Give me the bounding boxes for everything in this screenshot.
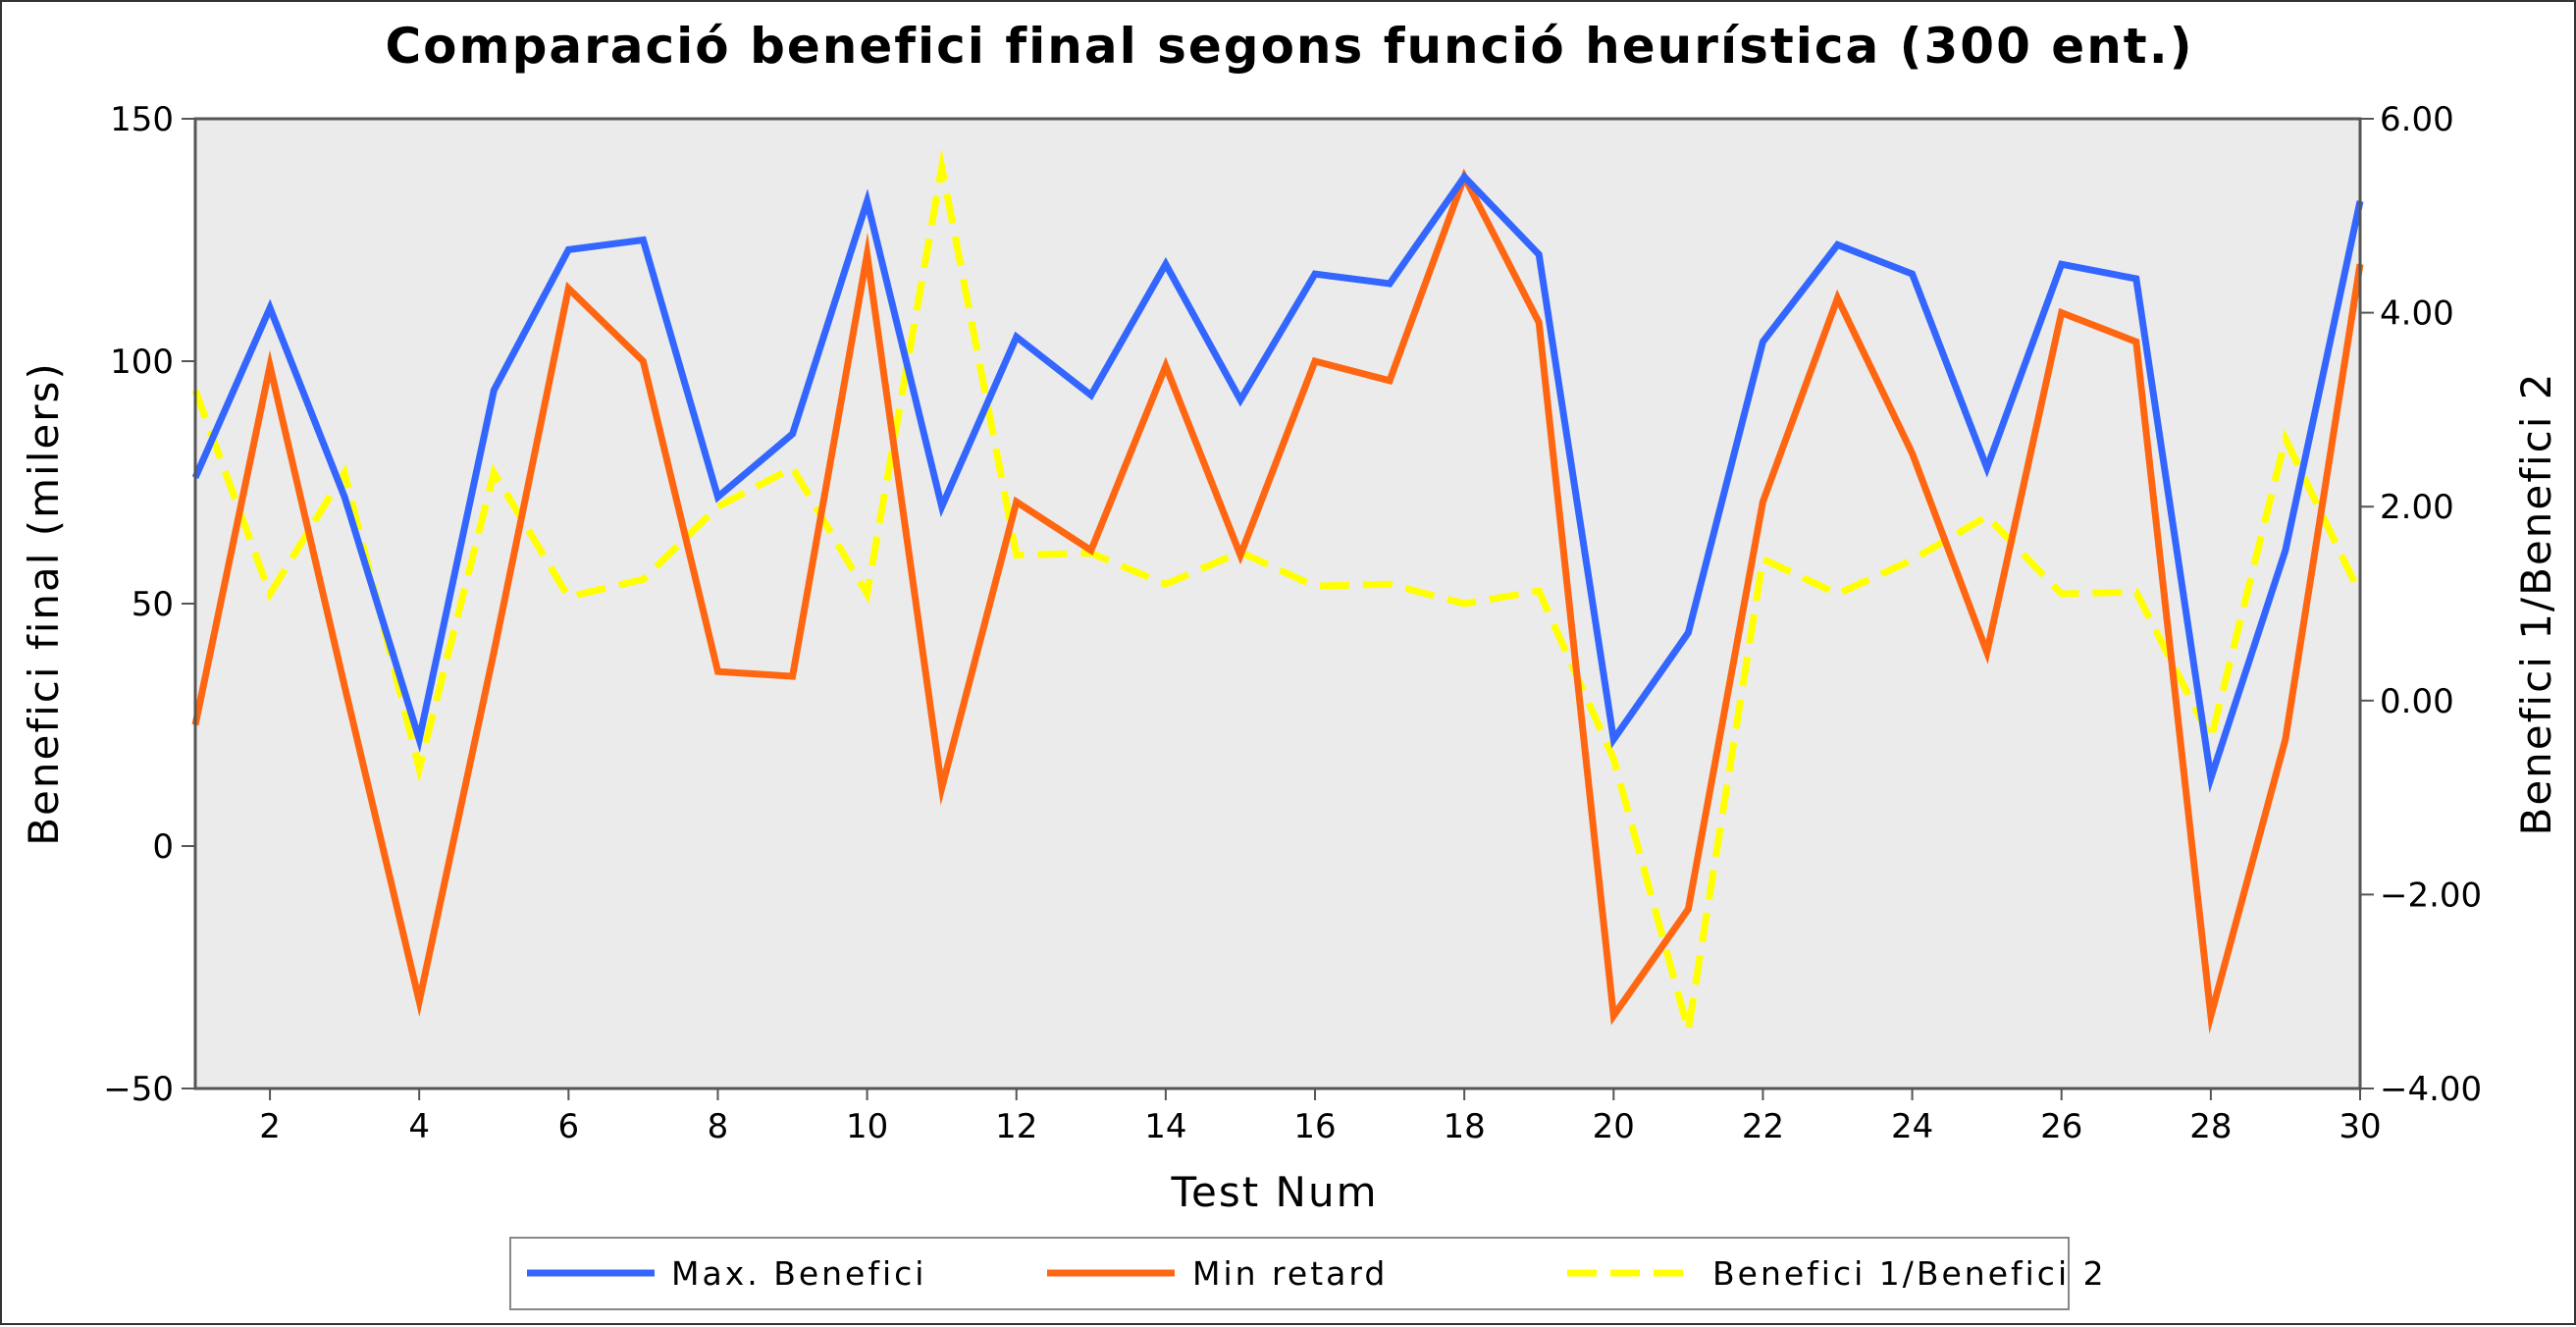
y-right-tick-label: 2.00 (2380, 488, 2454, 527)
x-tick-label: 16 (1293, 1107, 1336, 1146)
x-axis-label: Test Num (1170, 1168, 1378, 1216)
y-tick-label: 50 (131, 585, 174, 624)
plot-area (195, 119, 2360, 1088)
x-tick-label: 14 (1144, 1107, 1186, 1146)
y-right-tick-label: −2.00 (2380, 876, 2482, 915)
series-line-min-retard (191, 168, 2364, 1035)
legend: Max. Benefici Min retard Benefici 1/Bene… (509, 1237, 2107, 1310)
x-tick-label: 28 (2189, 1107, 2232, 1146)
y-tick-label: 0 (152, 827, 174, 867)
series-line-benefici-1-benefici-2 (191, 148, 2364, 1047)
chart-title: Comparació benefici final segons funció … (385, 18, 2193, 75)
x-tick-label: 8 (708, 1107, 729, 1146)
legend-label-benefici-ratio: Benefici 1/Benefici 2 (1712, 1254, 2107, 1293)
x-tick-label: 18 (1444, 1107, 1486, 1146)
x-tick-label: 4 (408, 1107, 430, 1146)
legend-label-max-benefici: Max. Benefici (671, 1254, 926, 1293)
x-tick-label: 24 (1891, 1107, 1933, 1146)
series-line-max-benefici (191, 171, 2364, 793)
x-tick-label: 22 (1742, 1107, 1784, 1146)
y-right-tick-label: −4.00 (2380, 1070, 2482, 1109)
y-right-tick-label: 0.00 (2380, 682, 2454, 721)
y-right-tick-label: 4.00 (2380, 294, 2454, 334)
y-right-tick-label: 6.00 (2380, 100, 2454, 139)
x-tick-label: 10 (846, 1107, 888, 1146)
y-axis-label: Benefici final (milers) (20, 361, 68, 846)
x-tick-label: 20 (1593, 1107, 1635, 1146)
legend-label-min-retard: Min retard (1192, 1254, 1388, 1293)
y-tick-label: −50 (103, 1070, 174, 1109)
x-tick-label: 26 (2040, 1107, 2082, 1146)
y-tick-label: 100 (110, 343, 174, 382)
series-layer (191, 148, 2364, 1047)
x-tick-label: 30 (2339, 1107, 2381, 1146)
x-tick-label: 12 (995, 1107, 1037, 1146)
y-tick-label: 150 (110, 100, 174, 139)
y-right-axis-label: Benefici 1/Benefici 2 (2512, 372, 2560, 836)
legend-box (509, 1237, 2070, 1310)
ticks-layer: 2 4 6 8 10 12 14 16 18 20 22 24 26 28 30−50050100150−4… (103, 100, 2482, 1146)
x-tick-label: 2 (259, 1107, 281, 1146)
x-tick-label: 6 (558, 1107, 580, 1146)
